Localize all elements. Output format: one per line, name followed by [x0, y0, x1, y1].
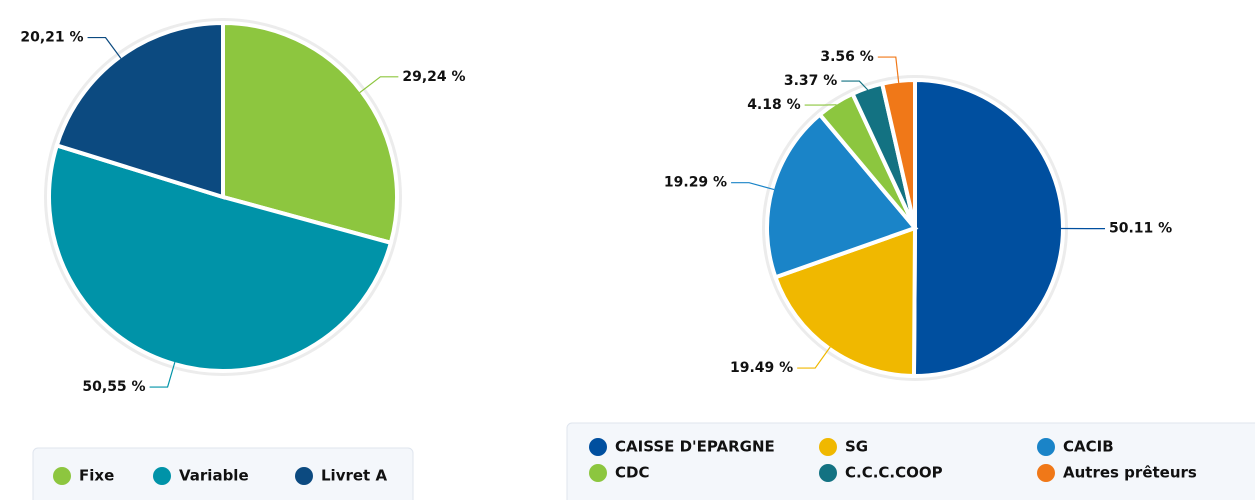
leader-line	[359, 76, 399, 94]
data-label: 50,55 %	[82, 379, 145, 395]
leader-line	[731, 182, 775, 191]
legend-label: Variable	[179, 467, 249, 485]
data-label: 50.11 %	[1109, 221, 1172, 237]
legend-swatch	[819, 438, 837, 456]
legend-swatch	[589, 438, 607, 456]
legend-swatch	[1037, 464, 1055, 482]
data-label: 3.56 %	[820, 49, 873, 65]
legend-label: C.C.C.COOP	[845, 464, 943, 482]
legend-swatch	[295, 467, 313, 485]
legend-label: CACIB	[1063, 438, 1114, 456]
legend-box	[566, 422, 1255, 500]
data-label: 3.37 %	[784, 73, 837, 89]
data-label: 19.29 %	[664, 175, 727, 191]
data-label: 4.18 %	[747, 97, 800, 113]
leader-line	[841, 80, 869, 91]
legend-label: CDC	[615, 464, 649, 482]
data-label: 20,21 %	[20, 30, 83, 46]
legend: Fixe Variable Livret A	[32, 447, 414, 500]
legend-swatch	[589, 464, 607, 482]
pie-slice	[911, 77, 1066, 378]
leader-line	[877, 56, 900, 83]
legend-label: Autres prêteurs	[1063, 464, 1197, 482]
data-label: 29,24 %	[402, 69, 465, 85]
legend-swatch	[819, 464, 837, 482]
leader-line	[87, 36, 122, 59]
legend: CAISSE D'EPARGNE SG CACIB CDC C.C.C.COOP Autr…	[566, 422, 1255, 500]
legend-label: SG	[845, 438, 868, 456]
legend-label: Fixe	[79, 467, 114, 485]
legend-box	[32, 447, 414, 500]
legend-swatch	[1037, 438, 1055, 456]
data-label: 19.49 %	[730, 360, 793, 376]
leader-line	[149, 361, 176, 388]
legend-label: CAISSE D'EPARGNE	[615, 438, 775, 456]
leader-line	[797, 346, 831, 369]
legend-swatch	[153, 467, 171, 485]
legend-swatch	[53, 467, 71, 485]
legend-label: Livret A	[321, 467, 387, 485]
